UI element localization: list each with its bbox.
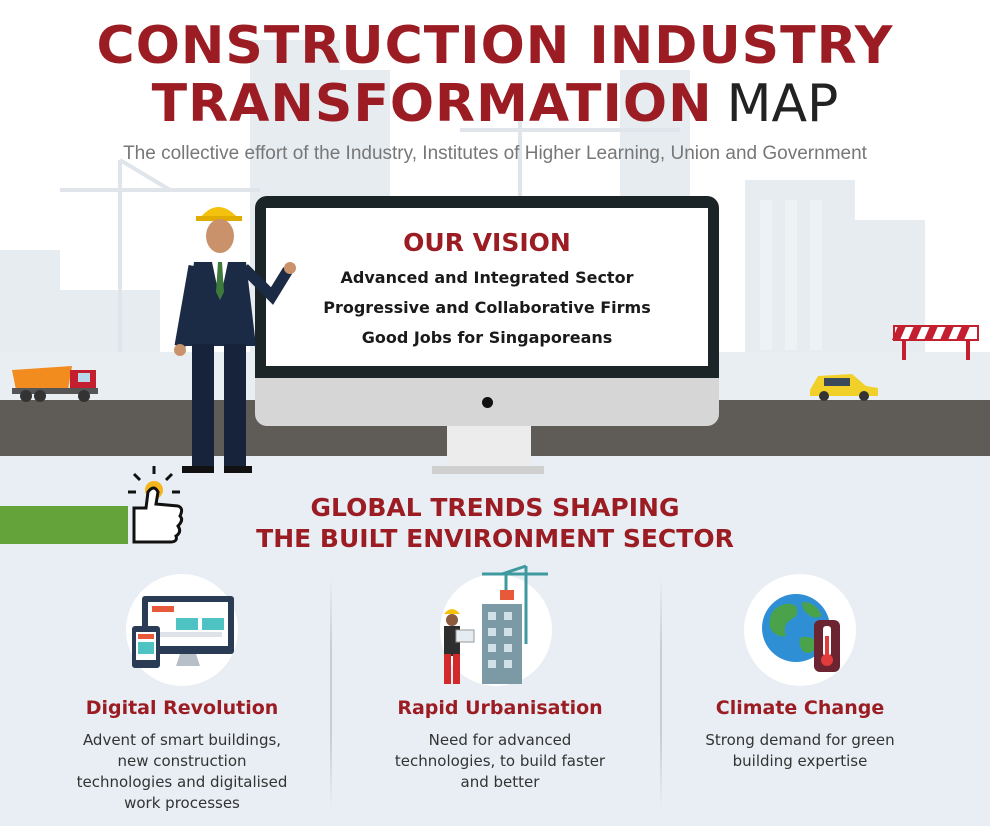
green-accent-bar [0, 506, 128, 544]
desc-line: building expertise [732, 752, 868, 770]
column-divider-2 [660, 578, 662, 808]
trends-title: GLOBAL TRENDS SHAPING THE BUILT ENVIRONM… [150, 492, 840, 554]
title-transformation: TRANSFORMATION [151, 74, 713, 134]
title-map: MAP [726, 74, 839, 134]
trend-desc-digital-revolution: Advent of smart buildings, new construct… [32, 730, 332, 814]
desc-line: technologies and digitalised [76, 773, 288, 791]
page-title-line1: CONSTRUCTION INDUSTRY [96, 16, 894, 76]
monitor-stand-base [432, 466, 544, 474]
trend-title-climate-change: Climate Change [715, 697, 885, 719]
vision-line-1: Advanced and Integrated Sector [340, 268, 634, 287]
vision-title: OUR VISION [403, 228, 571, 257]
vision-line-2: Progressive and Collaborative Firms [323, 298, 651, 317]
vision-line-3: Good Jobs for Singaporeans [361, 328, 613, 347]
page-subtitle: The collective effort of the Industry, I… [123, 143, 867, 164]
businessman-hardhat-icon [174, 207, 296, 473]
desc-line: work processes [124, 794, 240, 812]
desc-line: new construction [117, 752, 247, 770]
monitor-stand [447, 426, 531, 470]
desc-line: Need for advanced [428, 731, 572, 749]
road-barrier-icon [892, 325, 979, 360]
desc-line: technologies, to build faster [394, 752, 606, 770]
thumbs-up-icon [128, 466, 184, 544]
desc-line: Advent of smart buildings, [82, 731, 282, 749]
monitor-screen [266, 208, 708, 366]
trends-title-line1: GLOBAL TRENDS SHAPING [310, 493, 680, 522]
dump-truck-icon [12, 366, 98, 402]
trend-title-rapid-urbanisation: Rapid Urbanisation [397, 697, 603, 719]
devices-icon [132, 596, 234, 668]
monitor-dot [482, 397, 493, 408]
desc-line: Strong demand for green [705, 731, 895, 749]
crane-building-icon [444, 564, 548, 684]
trend-desc-climate-change: Strong demand for green building experti… [650, 730, 950, 772]
trends-title-line2: THE BUILT ENVIRONMENT SECTOR [256, 524, 734, 553]
page-title-line2: TRANSFORMATION MAP [0, 72, 990, 149]
column-divider-1 [330, 578, 332, 808]
desc-line: and better [460, 773, 540, 791]
car-icon [810, 374, 878, 401]
trend-title-digital-revolution: Digital Revolution [85, 697, 279, 719]
globe-thermometer-icon [762, 594, 840, 672]
trend-desc-rapid-urbanisation: Need for advanced technologies, to build… [350, 730, 650, 793]
